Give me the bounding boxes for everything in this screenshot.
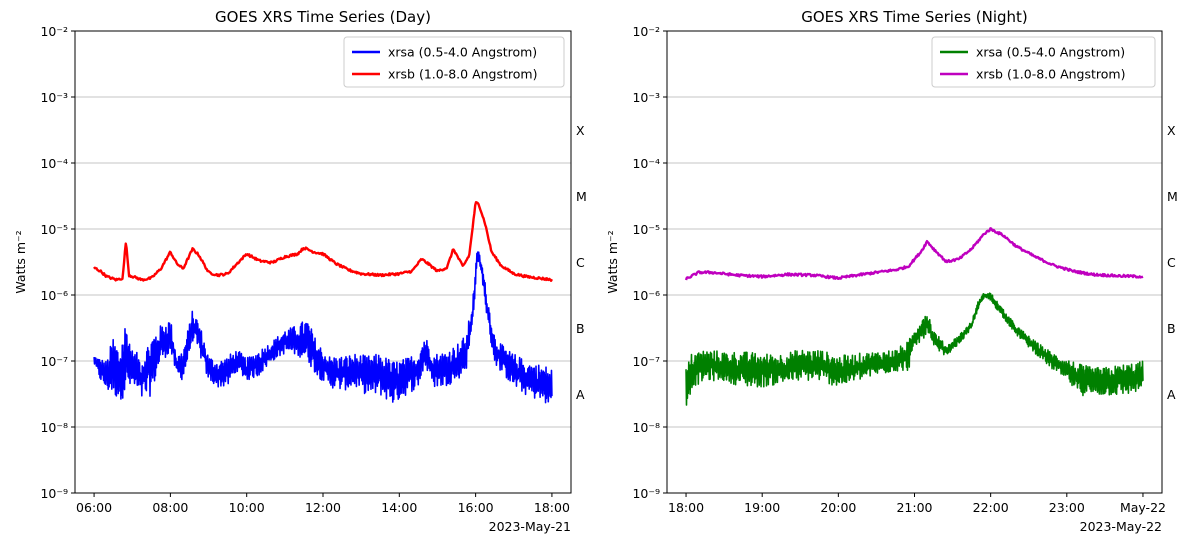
y-tick-label: 10⁻⁶ — [632, 288, 660, 303]
chart-title: GOES XRS Time Series (Day) — [215, 8, 431, 26]
x-tick-label: 21:00 — [896, 500, 932, 515]
x-tick-label: 18:00 — [534, 500, 570, 515]
legend-box — [343, 36, 565, 88]
y-tick-label: 10⁻⁵ — [632, 222, 660, 237]
x-tick-label: 18:00 — [668, 500, 704, 515]
legend-entry: xrsa (0.5-4.0 Angstrom) — [388, 45, 537, 60]
x-tick-label: 06:00 — [76, 500, 112, 515]
legend-entry: xrsa (0.5-4.0 Angstrom) — [976, 45, 1125, 60]
x-tick-label: 23:00 — [1049, 500, 1085, 515]
chart-title: GOES XRS Time Series (Night) — [801, 8, 1028, 26]
y-tick-label: 10⁻⁹ — [40, 486, 68, 501]
night-chart: GOES XRS Time Series (Night) 10⁻⁹ 10⁻⁸ 10⁻⁷… — [605, 8, 1178, 534]
flare-class-label: A — [576, 387, 585, 402]
flare-class-label: C — [576, 255, 585, 270]
x-tick-label: 08:00 — [152, 500, 188, 515]
y-tick-label: 10⁻³ — [632, 90, 660, 105]
legend-entry: xrsb (1.0-8.0 Angstrom) — [388, 67, 537, 82]
flare-class-label: X — [576, 123, 585, 138]
series-line-1 — [93, 251, 553, 404]
series-line-2 — [684, 227, 1144, 281]
y-tick-label: 10⁻⁴ — [40, 156, 68, 171]
flare-class-label: C — [1167, 255, 1176, 270]
y-axis-label: Watts m⁻² — [13, 230, 28, 293]
legend-entry: xrsb (1.0-8.0 Angstrom) — [976, 67, 1125, 82]
y-tick-label: 10⁻³ — [40, 90, 68, 105]
flare-class-label: X — [1167, 123, 1176, 138]
y-tick-label: 10⁻² — [632, 24, 660, 39]
x-tick-label: 16:00 — [458, 500, 494, 515]
legend-box — [931, 36, 1156, 88]
flare-class-label: B — [1167, 321, 1176, 336]
y-tick-label: 10⁻⁶ — [40, 288, 68, 303]
x-tick-label: May-22 — [1120, 500, 1166, 515]
axes-frame — [74, 30, 572, 494]
y-tick-label: 10⁻⁸ — [40, 420, 68, 435]
day-chart: GOES XRS Time Series (Day) 10⁻⁹ 10⁻⁸ 10⁻⁷ 10… — [13, 8, 587, 534]
x-tick-label: 14:00 — [381, 500, 417, 515]
y-tick-label: 10⁻⁵ — [40, 222, 68, 237]
flare-class-label: M — [1167, 189, 1178, 204]
y-axis-label: Watts m⁻² — [605, 230, 620, 293]
date-label: 2023-May-22 — [1080, 519, 1162, 534]
series-line-2 — [93, 201, 553, 282]
x-tick-label: 20:00 — [820, 500, 856, 515]
flare-class-label: A — [1167, 387, 1176, 402]
y-tick-label: 10⁻⁸ — [632, 420, 660, 435]
x-tick-label: 12:00 — [305, 500, 341, 515]
y-tick-label: 10⁻⁴ — [632, 156, 660, 171]
flare-class-label: B — [576, 321, 585, 336]
x-tick-label: 22:00 — [973, 500, 1009, 515]
y-tick-label: 10⁻⁹ — [632, 486, 660, 501]
y-tick-label: 10⁻⁷ — [40, 354, 68, 369]
date-label: 2023-May-21 — [489, 519, 571, 534]
y-tick-label: 10⁻⁷ — [632, 354, 660, 369]
flare-class-label: M — [576, 189, 587, 204]
y-tick-label: 10⁻² — [40, 24, 68, 39]
x-tick-label: 19:00 — [744, 500, 780, 515]
series-line-1 — [685, 292, 1144, 406]
x-tick-label: 10:00 — [229, 500, 265, 515]
